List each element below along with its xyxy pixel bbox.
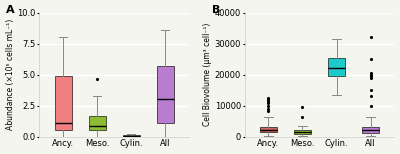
- PathPatch shape: [54, 76, 72, 130]
- PathPatch shape: [88, 116, 106, 130]
- Text: B: B: [212, 5, 220, 15]
- PathPatch shape: [157, 66, 174, 123]
- Text: A: A: [6, 5, 15, 15]
- PathPatch shape: [260, 127, 277, 132]
- PathPatch shape: [294, 130, 311, 134]
- PathPatch shape: [328, 58, 345, 76]
- PathPatch shape: [362, 127, 379, 133]
- Y-axis label: Cell Biovolume (μm³ cell⁻¹): Cell Biovolume (μm³ cell⁻¹): [203, 23, 212, 126]
- Y-axis label: Abundance (×10⁵ cells mL⁻¹): Abundance (×10⁵ cells mL⁻¹): [6, 19, 14, 130]
- PathPatch shape: [123, 135, 140, 136]
